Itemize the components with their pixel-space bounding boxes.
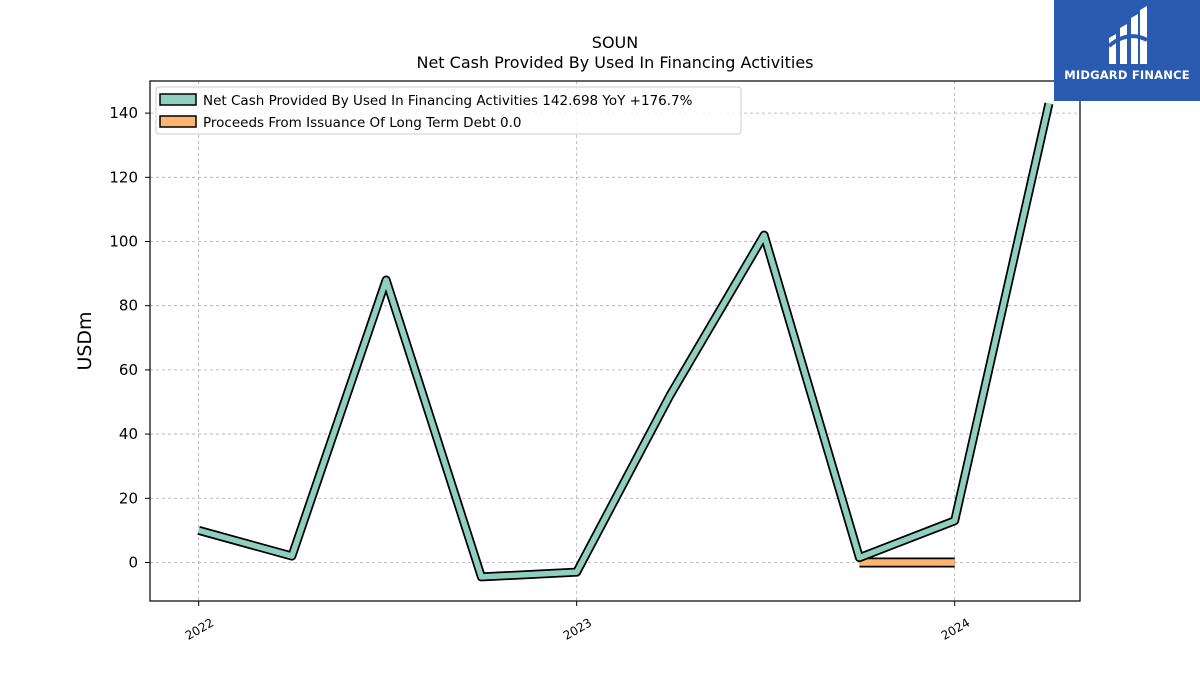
series-net-cash-outline	[197, 102, 1054, 582]
x-tick-label: 2022	[183, 615, 216, 642]
legend-label-proceeds: Proceeds From Issuance Of Long Term Debt…	[203, 115, 522, 131]
logo-text: MIDGARD FINANCE	[1064, 68, 1190, 82]
y-tick-label: 20	[119, 489, 138, 507]
chart-subtitle: Net Cash Provided By Used In Financing A…	[416, 53, 813, 72]
y-tick-label: 60	[119, 361, 138, 379]
legend: Net Cash Provided By Used In Financing A…	[155, 86, 742, 135]
x-tick-label: 2023	[561, 615, 594, 642]
chart-title: SOUN	[592, 33, 638, 52]
legend-swatch-proceeds	[159, 115, 197, 128]
logo-mark-icon	[1107, 6, 1148, 64]
y-tick-label: 120	[109, 168, 138, 186]
y-tick-label: 40	[119, 425, 138, 443]
y-tick-label: 80	[119, 297, 138, 315]
legend-label-net-cash: Net Cash Provided By Used In Financing A…	[203, 93, 693, 109]
plot-frame	[149, 80, 1081, 602]
y-axis: 0 20 40 60 80 100 120 140	[109, 104, 150, 571]
y-tick-label: 140	[109, 104, 138, 122]
y-tick-label: 100	[109, 232, 138, 250]
series-layer	[197, 102, 1054, 582]
midgard-finance-logo: MIDGARD FINANCE	[1054, 0, 1200, 101]
legend-swatch-net-cash	[159, 93, 197, 106]
x-tick-label: 2024	[939, 615, 972, 642]
series-net-cash-line	[197, 102, 1052, 580]
x-axis: 2022 2023 2024	[183, 601, 972, 643]
legend-box	[155, 86, 742, 135]
y-tick-label: 0	[128, 553, 138, 571]
y-axis-label: USDm	[74, 311, 96, 370]
